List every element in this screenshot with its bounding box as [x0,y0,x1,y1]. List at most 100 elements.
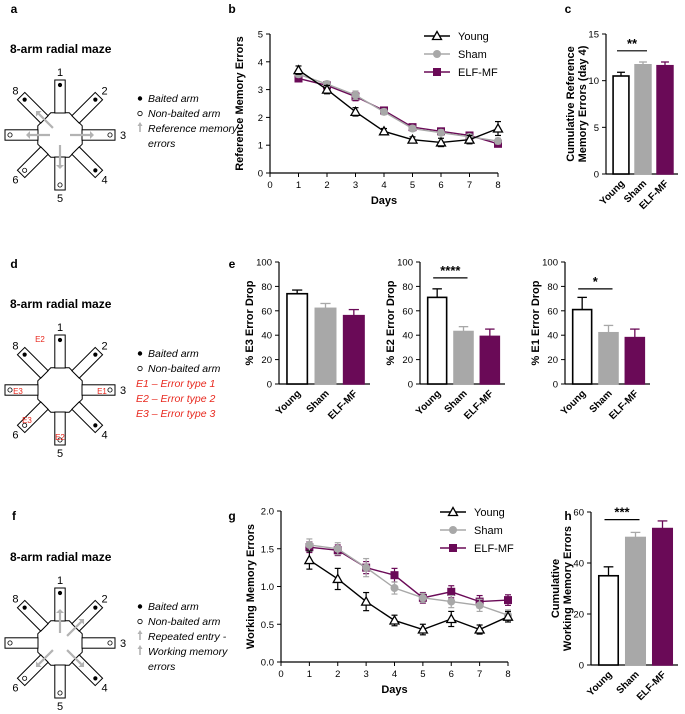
y-tick-label: 40 [261,331,272,342]
non-baited-dot [7,132,13,138]
maze-arm-box [54,411,66,446]
category-label: Young [585,669,614,698]
legend-marker-ELF-MF [433,68,441,76]
maze-panel-3: 8-arm radial maze12345678Baited armNon-b… [0,550,228,713]
data-point-Sham [362,563,371,572]
line-chart-g: 0.0 0.5 1.0 1.5 2.0 0 1 2 3 4 5 6 7 8 Days Working Memo… [245,506,514,696]
legend-label: Sham [474,525,503,537]
y-tick-label: 5 [258,30,263,41]
y-axis-label: Reference Memory Errors [234,36,246,171]
maze-arm-box [16,146,49,179]
legend-text: Baited arm [148,348,199,360]
category-label: ELF-MF [462,388,496,422]
error-arrow-head [56,165,64,169]
x-tick-label: 1 [296,180,301,191]
maze-arm-box [4,384,39,396]
maze-title: 8-arm radial maze [10,550,112,564]
error-arrow-head [78,661,85,668]
legend-text: Non-baited arm [148,108,221,120]
y-tick-label: 100 [542,258,558,269]
legend-label: Sham [458,49,487,61]
data-point-Sham [305,540,314,549]
panel-letter-b: b [228,2,235,16]
legend-text: errors [148,661,176,673]
series-line-ELF-MF [298,77,499,145]
y-tick-label: 0 [408,380,413,391]
legend-error-code: E2 [136,393,149,405]
non-baited-dot [107,387,113,393]
baited-dot [22,352,27,357]
maze-arm-7 [4,637,39,649]
error-arrow-head [35,110,42,117]
x-tick-label: 1 [307,669,312,680]
legend-label: ELF-MF [458,67,498,79]
x-tick-label: 3 [363,669,368,680]
maze-arm-box [4,637,39,649]
bar-Sham [598,331,619,385]
arm-number-1: 1 [57,67,63,79]
bar-Sham [314,307,337,385]
arm-number-2: 2 [101,593,107,605]
maze-arm-4 [71,146,104,179]
arm-error-code: E3 [13,387,23,396]
baited-dot [93,352,98,357]
data-point-Young [378,125,390,136]
x-tick-label: 3 [353,180,358,191]
data-point-ELF-MF [390,571,399,580]
data-point-Young [388,614,401,625]
legend-baited-dot [137,604,143,609]
legend-label: Young [458,31,489,43]
legend-error-entry: E2 – Error type 2 [136,393,216,405]
non-baited-dot [7,387,13,393]
maze-arm-box [71,91,104,124]
legend-error-code: E3 [136,408,149,420]
non-baited-dot [107,640,113,646]
y-axis-label: Memory Errors (day 4) [577,45,589,162]
data-point-Sham [351,91,360,100]
legend-text: Baited arm [148,93,199,105]
bar-Young [571,308,593,385]
y-axis-label: Cumulative Reference [565,46,577,162]
maze-arm-7 [4,384,39,396]
data-point-Sham [418,593,427,602]
data-point-ELF-MF [294,74,303,83]
panel-letter-c: c [565,2,572,16]
series-line-Sham [309,544,509,616]
y-tick-label: 3 [258,85,263,96]
y-tick-label: 80 [402,282,413,293]
category-label: Young [559,388,588,417]
x-tick-label: 6 [438,180,443,191]
maze-arm-box [71,346,104,379]
category-label: Sham [305,388,332,415]
panel-letter-d: d [10,257,17,271]
baited-dot [22,97,27,102]
data-point-Young [303,554,315,565]
y-tick-label: 40 [402,331,413,342]
x-tick-label: 2 [324,180,329,191]
x-tick-label: 8 [505,669,510,680]
y-tick-label: 40 [573,559,584,570]
x-tick-label: 5 [410,180,415,191]
error-arrow-head [78,618,85,625]
y-axis-label: % E3 Error Drop [244,280,256,365]
arm-number-4: 4 [101,430,107,442]
maze-arm-box [54,664,66,699]
legend-non-baited-dot [137,365,143,372]
non-baited-dot [22,167,28,173]
arm-number-3: 3 [120,638,126,650]
legend-arrow-head [137,630,143,634]
y-tick-label: 0 [579,661,584,672]
maze-arm-8 [16,599,49,632]
bar-Sham [634,64,652,175]
y-tick-label: 60 [261,306,272,317]
y-tick-label: 4 [258,57,263,68]
data-point-Young [435,136,447,147]
bar-Sham [624,536,647,666]
legend-error-code: E1 [136,378,149,390]
data-point-Sham [333,544,342,553]
baited-dot [22,605,27,610]
y-tick-label: 0 [553,380,558,391]
error-arrow-head [90,131,94,139]
series-line-Sham [298,73,499,142]
